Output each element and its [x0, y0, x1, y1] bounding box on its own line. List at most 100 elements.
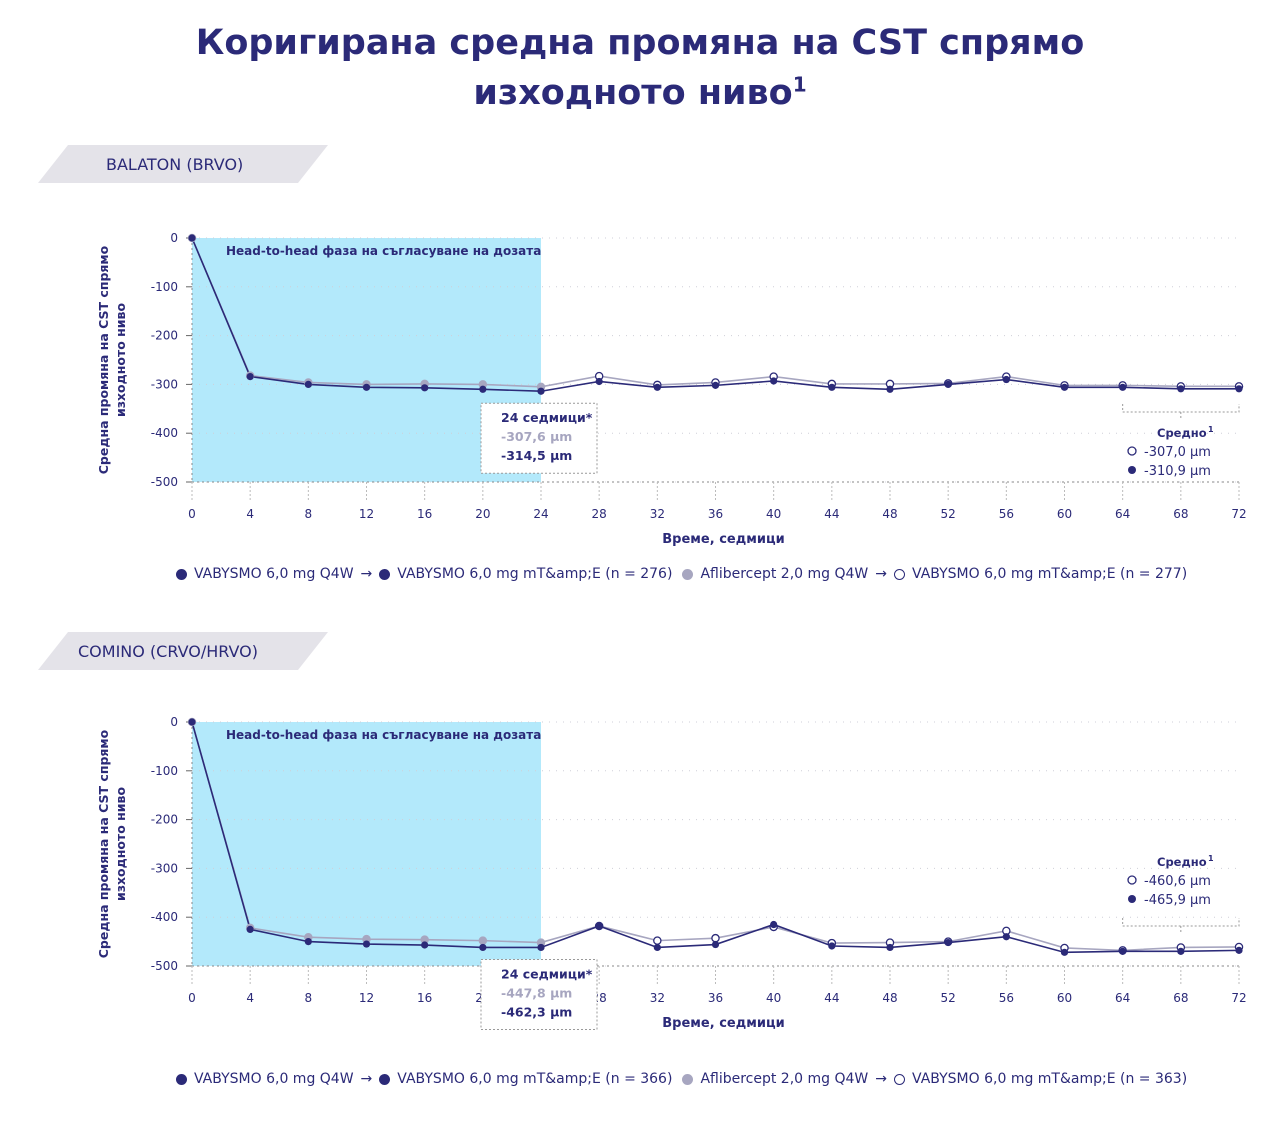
- page-title: Коригирана средна промяна на CST спрямо …: [0, 18, 1280, 118]
- x-tick-label: 32: [650, 991, 665, 1005]
- data-point-aflibercept: [478, 936, 488, 945]
- x-tick-label: 40: [766, 991, 781, 1005]
- tab-shape: [38, 632, 328, 670]
- x-tick-label: 20: [475, 507, 490, 521]
- x-tick-label: 56: [999, 991, 1014, 1005]
- chart-svg: Head-to-head фаза на съгласуване на доза…: [96, 715, 1247, 1031]
- x-tick-label: 52: [941, 991, 956, 1005]
- x-tick-label: 48: [882, 507, 897, 521]
- legend-dot-filled: [176, 1073, 187, 1085]
- mean-marker-filled: [1128, 466, 1136, 474]
- data-point-vabysmo: [595, 922, 603, 930]
- data-point-vabysmo: [1177, 385, 1185, 393]
- y-tick-label: 0: [170, 715, 178, 729]
- legend-text: VABYSMO 6,0 mg mT&amp;E (n = 276): [397, 566, 673, 582]
- x-tick-label: 4: [246, 991, 254, 1005]
- y-tick-label: -500: [151, 475, 178, 489]
- x-tick-label: 72: [1231, 991, 1246, 1005]
- x-tick-label: 12: [359, 507, 374, 521]
- week24-label: 24 седмици*: [501, 966, 593, 981]
- data-point-vabysmo: [1119, 947, 1127, 955]
- data-point-vabysmo: [362, 383, 371, 391]
- data-point-vabysmo: [304, 380, 312, 388]
- y-tick-label: -200: [151, 813, 178, 827]
- week24-value-vabysmo: -462,3 µm: [501, 1004, 572, 1019]
- x-tick-label: 0: [188, 507, 196, 521]
- data-point-vabysmo: [479, 943, 487, 952]
- mean-marker-open: [1127, 875, 1137, 885]
- legend-text: VABYSMO 6,0 mg mT&amp;E (n = 366): [397, 1071, 673, 1087]
- week24-box: [480, 402, 598, 474]
- data-point-vabysmo: [537, 387, 545, 395]
- mean-bracket: [1122, 918, 1240, 927]
- legend-dot-open: [894, 1073, 906, 1085]
- x-tick-label: 36: [708, 507, 723, 521]
- data-point-vabysmo: [944, 380, 952, 388]
- legend-arrow-icon: →: [875, 566, 888, 582]
- x-tick-label: 36: [708, 991, 723, 1005]
- x-tick-label: 52: [941, 507, 956, 521]
- y-tick-label: -500: [151, 959, 178, 973]
- data-point-vabysmo: [886, 943, 894, 952]
- x-tick-label: 64: [1115, 991, 1130, 1005]
- legend-arrow-icon: →: [875, 1071, 888, 1087]
- tab-label: BALATON (BRVO): [106, 155, 244, 174]
- mean-value-filled: -310,9 µm: [1144, 464, 1211, 479]
- week24-value-aflibercept: -307,6 µm: [501, 429, 572, 444]
- data-point-vabysmo: [828, 383, 836, 391]
- x-tick-label: 4: [246, 507, 254, 521]
- data-point-aflibercept: [711, 933, 720, 943]
- tab-label: COMINO (CRVO/HRVO): [78, 642, 259, 661]
- x-tick-label: 8: [305, 507, 313, 521]
- legend-text: Aflibercept 2,0 mg Q4W: [700, 1071, 869, 1087]
- mean-marker-filled: [1128, 895, 1136, 903]
- x-tick-label: 16: [417, 991, 432, 1005]
- x-tick-label: 68: [1173, 507, 1188, 521]
- legend-dot-grey: [682, 1073, 694, 1085]
- mean-value-open: -460,6 µm: [1144, 874, 1211, 889]
- data-point-vabysmo: [188, 718, 196, 726]
- legend-balaton: VABYSMO 6,0 mg Q4W → VABYSMO 6,0 mg mT&amp…: [176, 566, 1187, 582]
- x-tick-label: 0: [188, 991, 196, 1005]
- x-tick-label: 16: [417, 507, 432, 521]
- mean-bracket: [1122, 404, 1240, 413]
- phase-label: Head-to-head фаза на съгласуване на доза…: [226, 728, 541, 742]
- y-tick-label: -200: [151, 329, 178, 343]
- legend-arrow-icon: →: [360, 566, 373, 582]
- title-line-2-text: изходното ниво: [473, 73, 793, 113]
- y-tick-label: -400: [151, 426, 178, 440]
- chart-balaton: Head-to-head фаза на съгласуване на доза…: [0, 222, 1280, 662]
- data-point-vabysmo: [421, 384, 429, 392]
- title-footnote-mark: 1: [792, 72, 807, 97]
- y-tick-label: -100: [151, 280, 178, 294]
- panel-tab-comino: COMINO (CRVO/HRVO): [38, 632, 328, 670]
- legend-text: VABYSMO 6,0 mg Q4W: [194, 1071, 354, 1087]
- panel-tab-balaton: BALATON (BRVO): [38, 145, 328, 183]
- mean-footnote-mark: 1: [1208, 854, 1214, 863]
- data-point-vabysmo: [304, 938, 312, 946]
- data-point-vabysmo: [770, 920, 778, 929]
- legend-dot-filled: [379, 568, 391, 580]
- chart-comino: Head-to-head фаза на съгласуване на доза…: [0, 706, 1280, 1146]
- data-point-vabysmo: [246, 372, 254, 381]
- mean-label: Средно: [1157, 855, 1207, 869]
- data-point-vabysmo: [1235, 946, 1243, 954]
- title-line-1: Коригирана средна промяна на CST спрямо: [195, 23, 1085, 63]
- data-point-vabysmo: [1119, 383, 1127, 391]
- phase-band: [192, 722, 541, 966]
- data-point-vabysmo: [595, 377, 603, 386]
- data-point-vabysmo: [246, 925, 254, 933]
- data-point-vabysmo: [770, 377, 778, 385]
- x-tick-label: 56: [999, 507, 1014, 521]
- x-tick-label: 8: [305, 991, 313, 1005]
- legend-text: Aflibercept 2,0 mg Q4W: [700, 566, 869, 582]
- x-tick-label: 60: [1057, 991, 1072, 1005]
- data-point-vabysmo: [1002, 375, 1010, 384]
- data-point-vabysmo: [1060, 948, 1069, 956]
- mean-value-filled: -465,9 µm: [1144, 893, 1211, 908]
- x-tick-label: 64: [1115, 507, 1130, 521]
- data-point-vabysmo: [653, 943, 661, 952]
- data-point-vabysmo: [362, 940, 371, 948]
- legend-comino: VABYSMO 6,0 mg Q4W → VABYSMO 6,0 mg mT&amp…: [176, 1071, 1187, 1087]
- phase-label: Head-to-head фаза на съгласуване на доза…: [226, 244, 541, 258]
